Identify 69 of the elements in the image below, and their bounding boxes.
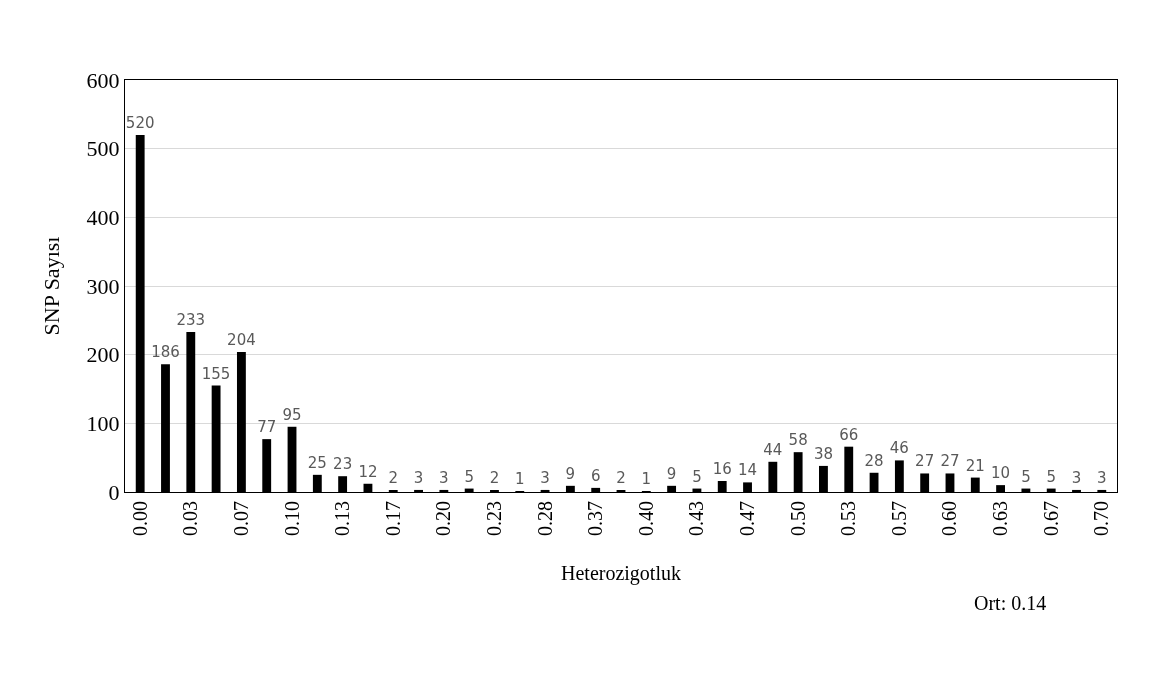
data-label: 66 bbox=[839, 425, 859, 444]
x-tick-label: 0.53 bbox=[837, 501, 860, 536]
x-tick-label: 0.20 bbox=[432, 501, 455, 536]
x-tick-label: 0.13 bbox=[331, 501, 354, 536]
x-tick-label: 0.47 bbox=[736, 501, 759, 536]
x-tick-label: 0.17 bbox=[381, 501, 404, 536]
data-label: 16 bbox=[712, 460, 732, 479]
data-label: 28 bbox=[864, 451, 884, 470]
data-label: 6 bbox=[590, 466, 601, 485]
y-tick-label: 0 bbox=[108, 479, 120, 505]
data-label: 14 bbox=[737, 461, 758, 480]
data-label: 25 bbox=[307, 453, 327, 472]
x-tick-label: 0.67 bbox=[1039, 501, 1062, 536]
data-label: 3 bbox=[540, 468, 550, 487]
data-label: 5 bbox=[1021, 467, 1031, 486]
data-label: 10 bbox=[991, 464, 1011, 483]
y-tick-label: 500 bbox=[86, 136, 120, 162]
data-label: 204 bbox=[227, 330, 256, 349]
data-label: 21 bbox=[965, 456, 985, 475]
x-tick-label: 0.07 bbox=[229, 501, 252, 536]
data-label: 23 bbox=[333, 455, 353, 474]
text: Ort: 0.14 bbox=[974, 592, 1047, 614]
x-tick-label: 0.50 bbox=[786, 501, 809, 536]
data-label: 3 bbox=[1071, 468, 1082, 487]
data-label: 5 bbox=[692, 467, 702, 486]
data-label: 46 bbox=[889, 439, 909, 458]
data-label: 44 bbox=[763, 440, 783, 459]
x-tick-label: 0.37 bbox=[584, 501, 607, 536]
x-tick-label: 0.60 bbox=[938, 501, 961, 536]
x-tick-label: 0.28 bbox=[533, 501, 556, 536]
y-tick-label: 100 bbox=[86, 411, 120, 437]
data-label: 58 bbox=[788, 431, 808, 450]
data-label: 3 bbox=[413, 468, 424, 487]
x-tick-label: 0.10 bbox=[280, 501, 303, 536]
data-label: 2 bbox=[489, 469, 500, 487]
data-label: 520 bbox=[125, 113, 155, 132]
data-label: 38 bbox=[813, 444, 833, 463]
data-label: 1 bbox=[641, 470, 652, 488]
y-tick-label: 300 bbox=[86, 273, 120, 299]
data-label: 9 bbox=[565, 464, 576, 483]
data-label: 9 bbox=[666, 464, 677, 483]
y-tick-label: 400 bbox=[86, 205, 120, 231]
data-label: 2 bbox=[388, 469, 399, 487]
data-label: 27 bbox=[940, 452, 960, 471]
x-tick-label: 0.43 bbox=[685, 501, 708, 536]
data-label: 155 bbox=[201, 364, 231, 383]
data-label: 3 bbox=[1097, 468, 1107, 487]
data-label: 186 bbox=[151, 343, 180, 362]
x-tick-label: 0.23 bbox=[482, 501, 505, 536]
data-label: 27 bbox=[915, 452, 935, 471]
x-tick-label: 0.40 bbox=[634, 501, 657, 536]
data-label: 3 bbox=[439, 468, 449, 487]
data-label: 233 bbox=[176, 311, 206, 330]
data-label: 5 bbox=[1046, 467, 1056, 486]
data-label: 77 bbox=[257, 418, 277, 437]
x-tick-label: 0.03 bbox=[179, 501, 202, 536]
y-tick-label: 600 bbox=[86, 67, 120, 93]
x-tick-label: 0.70 bbox=[1090, 501, 1113, 536]
y-axis-title: SNP Sayısı bbox=[39, 236, 65, 336]
data-label: 5 bbox=[464, 467, 474, 486]
x-axis-title: Heterozigotluk bbox=[561, 561, 681, 585]
data-label: 12 bbox=[358, 462, 378, 481]
data-label: 2 bbox=[616, 469, 626, 487]
x-tick-label: 0.63 bbox=[989, 501, 1012, 536]
y-tick-label: 200 bbox=[86, 342, 120, 368]
data-label: 1 bbox=[515, 470, 525, 488]
data-label: 95 bbox=[282, 405, 302, 424]
x-tick-label: 0.57 bbox=[887, 501, 910, 536]
x-tick-label: 0.00 bbox=[128, 501, 151, 536]
